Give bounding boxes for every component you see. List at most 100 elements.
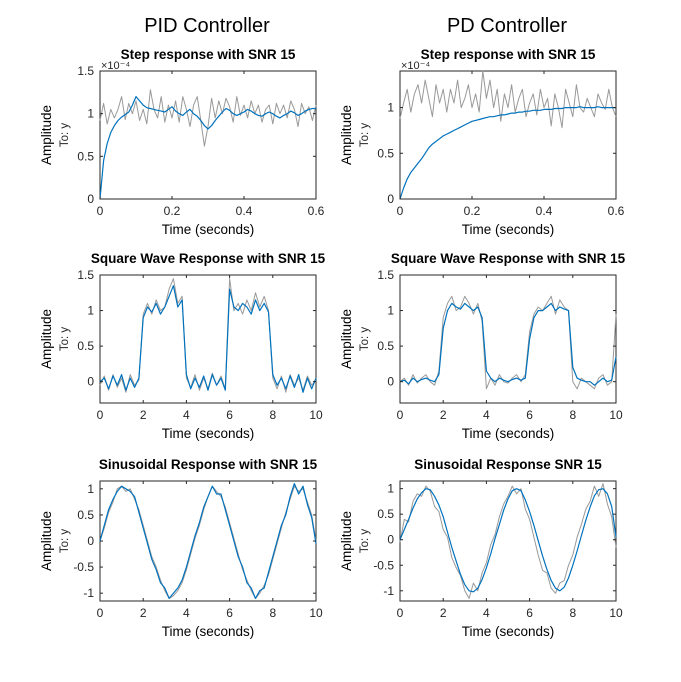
y-tick-label: 1.5 bbox=[77, 64, 94, 78]
axes-title: Square Wave Response with SNR 15 bbox=[391, 251, 626, 266]
output-channel-label: To: y bbox=[59, 529, 71, 554]
x-tick-label: 4 bbox=[483, 606, 490, 620]
x-tick-label: 0.2 bbox=[164, 204, 181, 218]
y-tick-label: -0.5 bbox=[373, 558, 394, 572]
y-tick-label: 0 bbox=[387, 533, 394, 547]
x-tick-label: 8 bbox=[269, 408, 276, 422]
x-tick-label: 10 bbox=[309, 408, 323, 422]
square-wave-pd-panel: 0 2 4 6 8 10 0 0.5 1 1.5 Square Wave Response with… bbox=[339, 251, 626, 441]
x-tick-label: 10 bbox=[609, 606, 623, 620]
response-line bbox=[399, 488, 617, 593]
x-tick-label: 10 bbox=[609, 408, 623, 422]
x-tick-label: 2 bbox=[140, 606, 147, 620]
y-tick-label: 1.5 bbox=[77, 268, 94, 282]
x-tick-label: 0 bbox=[397, 408, 404, 422]
y-axis-label: Amplitude bbox=[339, 105, 354, 165]
axes-box bbox=[399, 70, 617, 200]
square-wave-pid-panel: 0 2 4 6 8 10 0 0.5 1 1.5 Square Wave Response with… bbox=[39, 251, 326, 441]
x-tick-label: 0 bbox=[397, 606, 404, 620]
axes-box bbox=[99, 70, 317, 200]
y-tick-label: 0.5 bbox=[77, 149, 94, 163]
y-exponent-label: ×10⁻⁴ bbox=[401, 60, 430, 72]
x-tick-label: 2 bbox=[440, 606, 447, 620]
y-tick-label: 1 bbox=[387, 101, 394, 115]
x-tick-label: 6 bbox=[226, 408, 233, 422]
output-channel-label: To: y bbox=[359, 123, 371, 148]
axes-title: Step response with SNR 15 bbox=[421, 47, 596, 62]
y-axis-label: Amplitude bbox=[39, 511, 54, 571]
step-response-pd-panel: 0 0.2 0.4 0.6 0 0.5 1 Step response with SNR 15… bbox=[339, 47, 625, 237]
y-axis-label: Amplitude bbox=[39, 309, 54, 369]
y-tick-label: 1 bbox=[87, 482, 94, 496]
x-tick-label: 0.2 bbox=[464, 204, 481, 218]
y-tick-label: 0 bbox=[387, 192, 394, 206]
x-tick-label: 0 bbox=[97, 408, 104, 422]
x-tick-label: 6 bbox=[526, 408, 533, 422]
x-tick-label: 0 bbox=[97, 606, 104, 620]
y-tick-label: -1 bbox=[383, 584, 394, 598]
axes-title: Step response with SNR 15 bbox=[121, 47, 296, 62]
x-tick-label: 2 bbox=[140, 408, 147, 422]
y-tick-label: 0.5 bbox=[377, 146, 394, 160]
response-line bbox=[399, 302, 617, 386]
output-channel-label: To: y bbox=[359, 327, 371, 352]
x-tick-label: 0.4 bbox=[536, 204, 553, 218]
y-tick-label: 1 bbox=[387, 304, 394, 318]
x-tick-label: 6 bbox=[226, 606, 233, 620]
y-tick-label: 0 bbox=[387, 375, 394, 389]
axes-box bbox=[99, 480, 317, 602]
x-tick-label: 4 bbox=[183, 606, 190, 620]
y-axis-label: Amplitude bbox=[339, 309, 354, 369]
x-tick-label: 6 bbox=[526, 606, 533, 620]
x-tick-label: 4 bbox=[483, 408, 490, 422]
y-tick-label: 1 bbox=[87, 107, 94, 121]
y-tick-label: -1 bbox=[83, 586, 94, 600]
response-line bbox=[99, 285, 317, 393]
x-tick-label: 10 bbox=[309, 606, 323, 620]
x-axis-label: Time (seconds) bbox=[462, 222, 555, 237]
y-axis-label: Amplitude bbox=[39, 105, 54, 165]
x-axis-label: Time (seconds) bbox=[162, 624, 255, 639]
x-tick-label: 4 bbox=[183, 408, 190, 422]
x-axis-label: Time (seconds) bbox=[162, 426, 255, 441]
noisy-signal-line bbox=[99, 89, 317, 147]
y-tick-label: 0.5 bbox=[77, 508, 94, 522]
x-tick-label: 2 bbox=[440, 408, 447, 422]
y-tick-label: 0 bbox=[87, 534, 94, 548]
x-tick-label: 8 bbox=[269, 606, 276, 620]
axes-title: Square Wave Response with SNR 15 bbox=[91, 251, 326, 266]
x-axis-label: Time (seconds) bbox=[462, 426, 555, 441]
column-title-pd: PD Controller bbox=[447, 15, 567, 37]
y-tick-label: 0.5 bbox=[377, 507, 394, 521]
output-channel-label: To: y bbox=[59, 327, 71, 352]
step-response-pid-panel: 0 0.2 0.4 0.6 0 0.5 1 1.5 Step response with SNR… bbox=[39, 47, 325, 237]
response-line bbox=[99, 95, 316, 200]
axes-title: Sinusoidal Response SNR 15 bbox=[414, 457, 602, 472]
axes-title: Sinusoidal Response with SNR 15 bbox=[99, 457, 318, 472]
output-channel-label: To: y bbox=[59, 123, 71, 148]
output-channel-label: To: y bbox=[359, 529, 371, 554]
y-tick-label: -0.5 bbox=[73, 560, 94, 574]
y-tick-label: 0 bbox=[87, 375, 94, 389]
y-tick-label: 1.5 bbox=[377, 268, 394, 282]
x-tick-label: 0 bbox=[97, 204, 104, 218]
y-tick-label: 0 bbox=[87, 192, 94, 206]
x-tick-label: 8 bbox=[569, 408, 576, 422]
response-line bbox=[99, 483, 317, 600]
x-tick-label: 0 bbox=[397, 204, 404, 218]
sinusoidal-pid-panel: 0 2 4 6 8 10 -1 -0.5 0 0.5 1 Sinusoidal Response wi… bbox=[39, 457, 323, 639]
response-line bbox=[399, 106, 616, 200]
y-tick-label: 1 bbox=[387, 482, 394, 496]
x-tick-label: 0.6 bbox=[608, 204, 625, 218]
sinusoidal-pd-panel: 0 2 4 6 8 10 -1 -0.5 0 0.5 1 Sinusoidal Response SN… bbox=[339, 457, 623, 639]
y-tick-label: 0.5 bbox=[77, 339, 94, 353]
x-axis-label: Time (seconds) bbox=[162, 222, 255, 237]
y-tick-label: 0.5 bbox=[377, 339, 394, 353]
y-axis-label: Amplitude bbox=[339, 511, 354, 571]
y-exponent-label: ×10⁻⁴ bbox=[101, 60, 130, 72]
noisy-signal-line bbox=[399, 483, 617, 599]
x-tick-label: 0.4 bbox=[236, 204, 253, 218]
x-tick-label: 0.6 bbox=[308, 204, 325, 218]
noisy-signal-line bbox=[399, 70, 617, 129]
